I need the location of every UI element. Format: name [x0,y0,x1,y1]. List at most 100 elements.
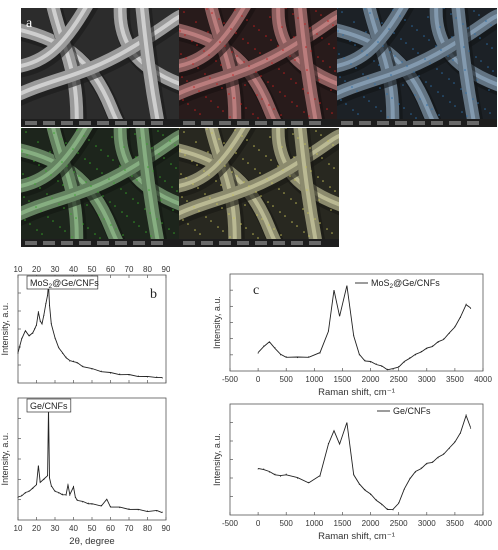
sem-info-bar [21,119,181,127]
sem-info-bar [21,239,181,247]
data-point [333,290,335,292]
x-tick-label: 2000 [362,375,380,384]
data-point [263,345,265,347]
x-tick-label: 0 [256,519,261,528]
data-point [268,471,270,473]
data-point [87,502,89,504]
x-tick-label: 90 [162,524,170,533]
data-point [73,360,74,362]
data-point [398,502,400,504]
data-point [34,327,36,329]
legend: Ge/CNFs [26,398,72,413]
data-point [420,350,422,352]
data-point [67,483,69,485]
x-axis-label: 2θ, degree [69,536,114,547]
data-point [48,304,50,306]
data-point [280,475,282,477]
legend: MoS2@Ge/CNFs [355,278,440,290]
data-point [39,320,41,322]
data-point [409,477,411,479]
y-axis-label: Intensity, a.u. [212,433,222,486]
data-point [50,485,52,487]
data-point [327,443,329,445]
sem-fiber-graphic [21,128,181,239]
data-point [119,507,121,509]
data-point [392,368,394,370]
data-point [128,374,130,376]
data-point [137,509,139,511]
data-point [470,427,472,429]
data-point [465,303,467,305]
x-tick-label: 500 [280,519,294,528]
data-point [69,360,71,362]
x-top-tick-label: 50 [88,265,97,274]
legend-label: Ge/CNFs [30,401,68,411]
data-point [73,485,74,487]
sem-info-bar [179,239,339,247]
data-point [296,357,298,359]
data-point [353,334,355,336]
data-point [128,508,130,510]
data-point [358,483,360,485]
x-top-tick-label: 20 [32,265,41,274]
data-point [37,310,39,312]
xrd-chart-ge: 10 20 30 40 50 60 70 80 90 Intensity, a.u. 2θ, deg… [0,397,170,547]
sem-info-bar [179,119,339,127]
legend-label: MoS2@Ge/CNFs [371,278,440,290]
data-point [454,325,456,327]
data-point [308,356,310,358]
data-point [443,453,445,455]
data-point [448,448,450,450]
x-top-tick-label: 40 [69,265,78,274]
data-point [386,508,388,510]
sem-image-4 [21,128,181,247]
x-axis-label: Raman shift, cm⁻¹ [318,531,395,542]
plot-frame [229,273,484,372]
data-point [346,422,348,424]
x-top-tick-label: 80 [143,265,152,274]
data-point [76,499,78,501]
data-point [41,322,43,324]
series-line [17,284,163,379]
data-point [21,337,23,339]
data-point [65,356,67,358]
data-point [47,295,49,297]
series-line [258,414,472,510]
data-point [339,315,341,317]
data-point [32,332,34,334]
data-point [161,511,163,513]
data-point [82,365,84,367]
x-tick-label: 0 [256,375,261,384]
data-point [364,488,366,490]
x-top-tick-label: 70 [125,265,134,274]
data-point [147,510,148,512]
data-point [54,490,56,492]
series-line [17,407,163,514]
data-point [91,503,93,505]
raman-chart-ge: -500 0 500 1000 1500 2000 2500 3000 3500 4000 Inte… [212,403,492,542]
x-tick-label: 10 [14,524,23,533]
data-point [106,499,108,501]
sem-fiber-graphic [179,128,339,239]
data-point [74,497,76,499]
data-point [370,361,372,363]
data-point [17,497,19,499]
sem-image-5 [179,128,339,247]
data-point [257,468,259,470]
x-tick-label: 2500 [390,519,408,528]
data-point [339,443,341,445]
data-point [308,481,310,483]
data-point [437,341,439,343]
x-tick-label: 2500 [390,375,408,384]
x-tick-label: 3500 [446,375,464,384]
x-tick-label: 4000 [474,375,492,384]
data-point [333,430,335,432]
x-top-tick-label: 90 [162,265,170,274]
data-point [21,494,23,496]
data-point [398,366,400,368]
data-point [50,322,52,324]
data-point [319,475,321,477]
data-point [76,362,78,364]
data-point [28,490,30,492]
raman-chart-mos2: -500 0 500 1000 1500 2000 2500 3000 3500 4000 Inte… [212,273,492,398]
